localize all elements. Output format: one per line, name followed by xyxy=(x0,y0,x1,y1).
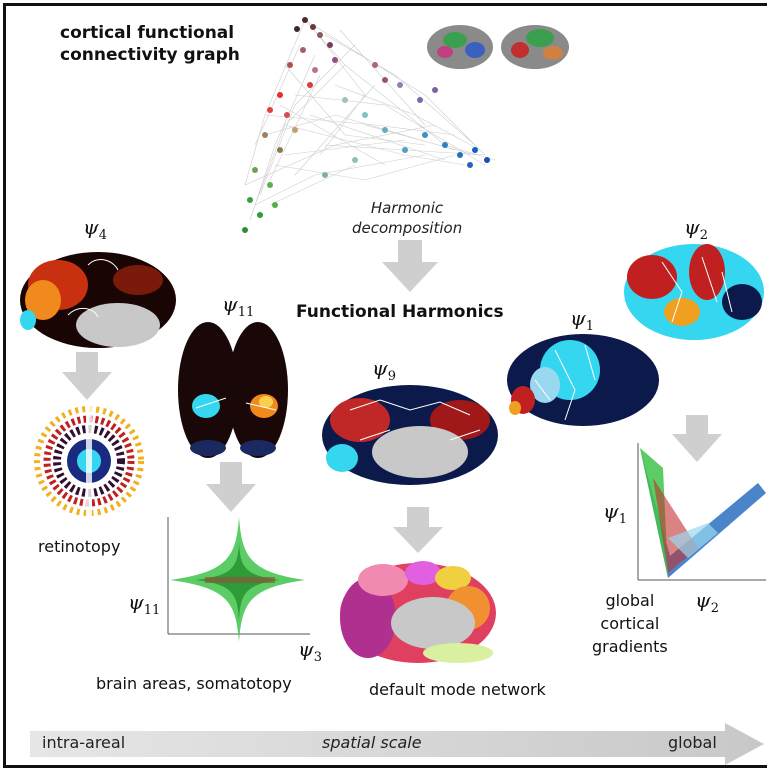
scale-left-label: intra-areal xyxy=(42,733,126,752)
graph-title: cortical functional connectivity graph xyxy=(60,23,240,65)
psi2-label: ψ2 xyxy=(684,215,708,243)
default-mode-label: default mode network xyxy=(369,680,546,699)
retinotopy-label: retinotopy xyxy=(38,537,121,556)
psi11-label: ψ11 xyxy=(222,292,255,320)
brain-default-mode xyxy=(340,561,496,663)
brain-psi4 xyxy=(20,252,176,348)
axis-psi2-label: ψ2 xyxy=(695,588,719,616)
global-gradients-label: global cortical gradients xyxy=(592,591,668,656)
brain-psi9 xyxy=(322,385,498,485)
scale-middle-label: spatial scale xyxy=(322,733,422,752)
scatter-psi1-psi2 xyxy=(637,443,766,581)
axis-psi3-label: ψ3 xyxy=(298,637,322,665)
scale-right-label: global xyxy=(668,733,717,752)
arrow-harmonic-down xyxy=(382,240,438,292)
arrow-psi9-down xyxy=(393,507,443,553)
functional-harmonics-heading: Functional Harmonics xyxy=(296,302,504,322)
brain-psi2 xyxy=(624,244,764,340)
psi4-label: ψ4 xyxy=(83,215,107,243)
scatter-psi11-psi3 xyxy=(167,517,310,642)
brain-areas-label: brain areas, somatotopy xyxy=(96,674,292,693)
inflated-brains-top xyxy=(427,25,569,69)
psi9-label: ψ9 xyxy=(372,356,396,384)
arrow-shapes xyxy=(62,240,722,553)
arrow-psi4-down xyxy=(62,352,112,400)
brain-psi1 xyxy=(507,334,659,426)
axis-psi1-label: ψ1 xyxy=(603,499,627,527)
retinotopy-plot xyxy=(34,406,144,516)
psi1-label: ψ1 xyxy=(570,306,594,334)
brain-psi11 xyxy=(178,322,288,458)
graph-nodes xyxy=(242,17,490,233)
connectivity-graph xyxy=(242,17,496,233)
axis-psi11-label: ψ11 xyxy=(128,590,161,618)
arrow-psi1-down xyxy=(672,415,722,462)
spatial-scale-arrow xyxy=(30,723,764,765)
arrow-psi11-down xyxy=(206,462,256,512)
harmonic-decomposition-label: Harmonic decomposition xyxy=(352,199,463,237)
